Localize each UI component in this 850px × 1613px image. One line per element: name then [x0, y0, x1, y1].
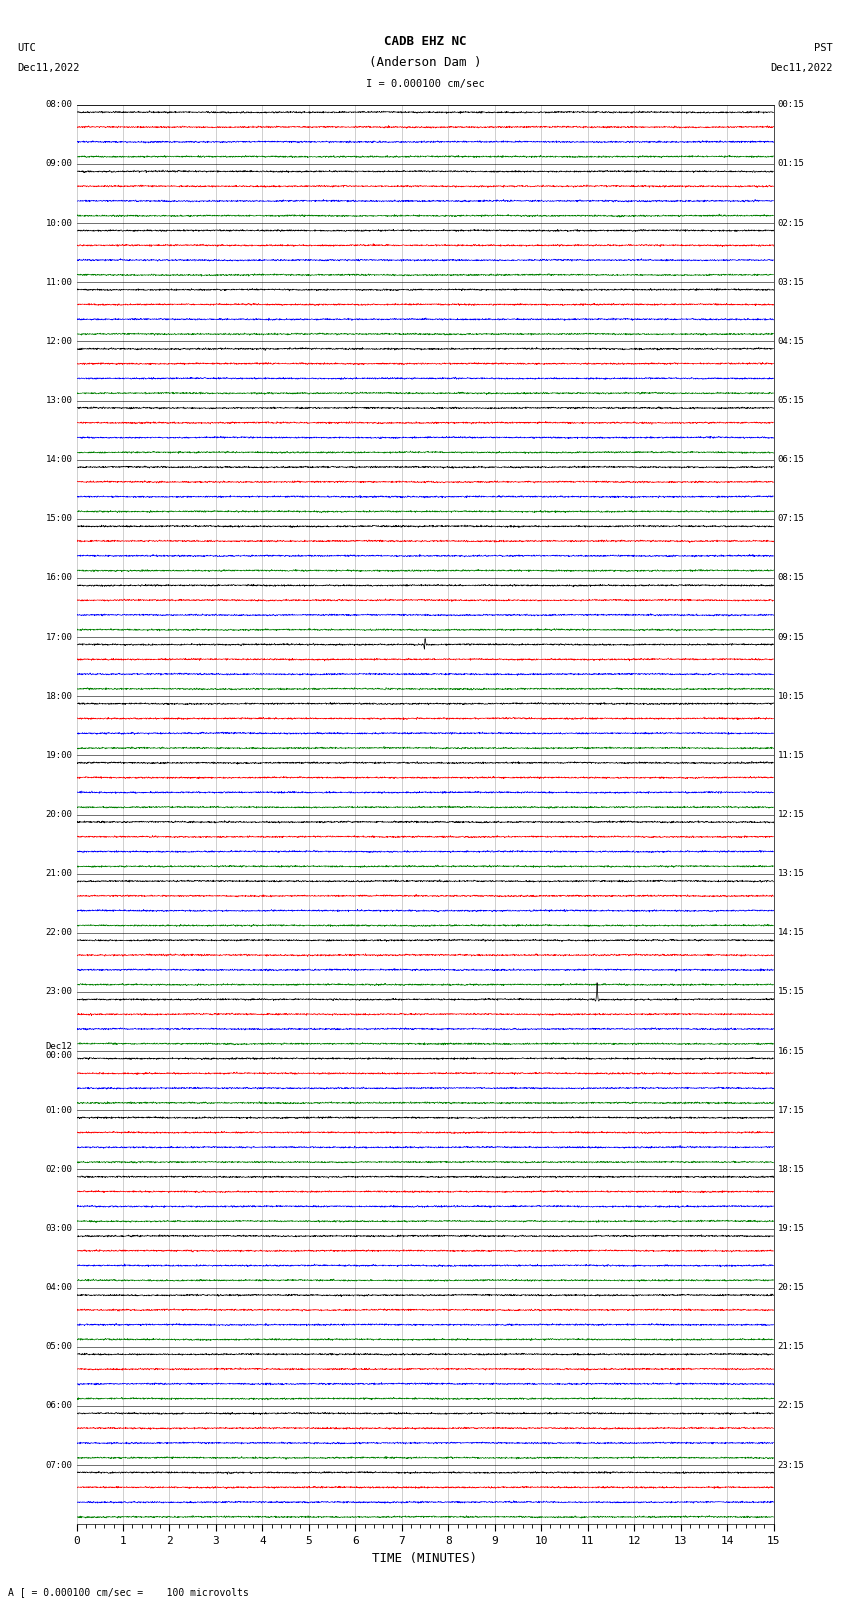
Text: Dec12: Dec12: [45, 1042, 72, 1052]
X-axis label: TIME (MINUTES): TIME (MINUTES): [372, 1552, 478, 1565]
Text: 14:15: 14:15: [778, 929, 805, 937]
Text: 19:00: 19:00: [45, 752, 72, 760]
Text: 19:15: 19:15: [778, 1224, 805, 1232]
Text: 08:15: 08:15: [778, 574, 805, 582]
Text: 13:00: 13:00: [45, 397, 72, 405]
Text: 12:00: 12:00: [45, 337, 72, 345]
Text: 22:00: 22:00: [45, 929, 72, 937]
Text: 05:15: 05:15: [778, 397, 805, 405]
Text: 06:00: 06:00: [45, 1402, 72, 1410]
Text: 17:15: 17:15: [778, 1107, 805, 1115]
Text: A [ = 0.000100 cm/sec =    100 microvolts: A [ = 0.000100 cm/sec = 100 microvolts: [8, 1587, 249, 1597]
Text: 22:15: 22:15: [778, 1402, 805, 1410]
Text: 18:15: 18:15: [778, 1165, 805, 1174]
Text: 16:00: 16:00: [45, 574, 72, 582]
Text: 18:00: 18:00: [45, 692, 72, 700]
Text: 21:15: 21:15: [778, 1342, 805, 1352]
Text: 12:15: 12:15: [778, 810, 805, 819]
Text: 15:15: 15:15: [778, 987, 805, 997]
Text: 01:00: 01:00: [45, 1107, 72, 1115]
Text: 03:00: 03:00: [45, 1224, 72, 1232]
Text: 10:15: 10:15: [778, 692, 805, 700]
Text: 05:00: 05:00: [45, 1342, 72, 1352]
Text: 20:15: 20:15: [778, 1284, 805, 1292]
Text: 04:00: 04:00: [45, 1284, 72, 1292]
Text: 00:15: 00:15: [778, 100, 805, 110]
Text: 02:15: 02:15: [778, 219, 805, 227]
Text: 01:15: 01:15: [778, 160, 805, 168]
Text: 06:15: 06:15: [778, 455, 805, 465]
Text: 09:15: 09:15: [778, 632, 805, 642]
Text: 13:15: 13:15: [778, 869, 805, 877]
Text: 00:00: 00:00: [45, 1052, 72, 1060]
Text: Dec11,2022: Dec11,2022: [770, 63, 833, 73]
Text: 16:15: 16:15: [778, 1047, 805, 1055]
Text: 15:00: 15:00: [45, 515, 72, 523]
Text: I = 0.000100 cm/sec: I = 0.000100 cm/sec: [366, 79, 484, 89]
Text: 04:15: 04:15: [778, 337, 805, 345]
Text: 23:15: 23:15: [778, 1461, 805, 1469]
Text: 11:15: 11:15: [778, 752, 805, 760]
Text: 14:00: 14:00: [45, 455, 72, 465]
Text: 21:00: 21:00: [45, 869, 72, 877]
Text: 02:00: 02:00: [45, 1165, 72, 1174]
Text: 07:00: 07:00: [45, 1461, 72, 1469]
Text: 20:00: 20:00: [45, 810, 72, 819]
Text: CADB EHZ NC: CADB EHZ NC: [383, 35, 467, 48]
Text: 23:00: 23:00: [45, 987, 72, 997]
Text: UTC: UTC: [17, 44, 36, 53]
Text: 08:00: 08:00: [45, 100, 72, 110]
Text: PST: PST: [814, 44, 833, 53]
Text: 09:00: 09:00: [45, 160, 72, 168]
Text: (Anderson Dam ): (Anderson Dam ): [369, 56, 481, 69]
Text: 07:15: 07:15: [778, 515, 805, 523]
Text: Dec11,2022: Dec11,2022: [17, 63, 80, 73]
Text: 17:00: 17:00: [45, 632, 72, 642]
Text: 10:00: 10:00: [45, 219, 72, 227]
Text: 03:15: 03:15: [778, 277, 805, 287]
Text: 11:00: 11:00: [45, 277, 72, 287]
